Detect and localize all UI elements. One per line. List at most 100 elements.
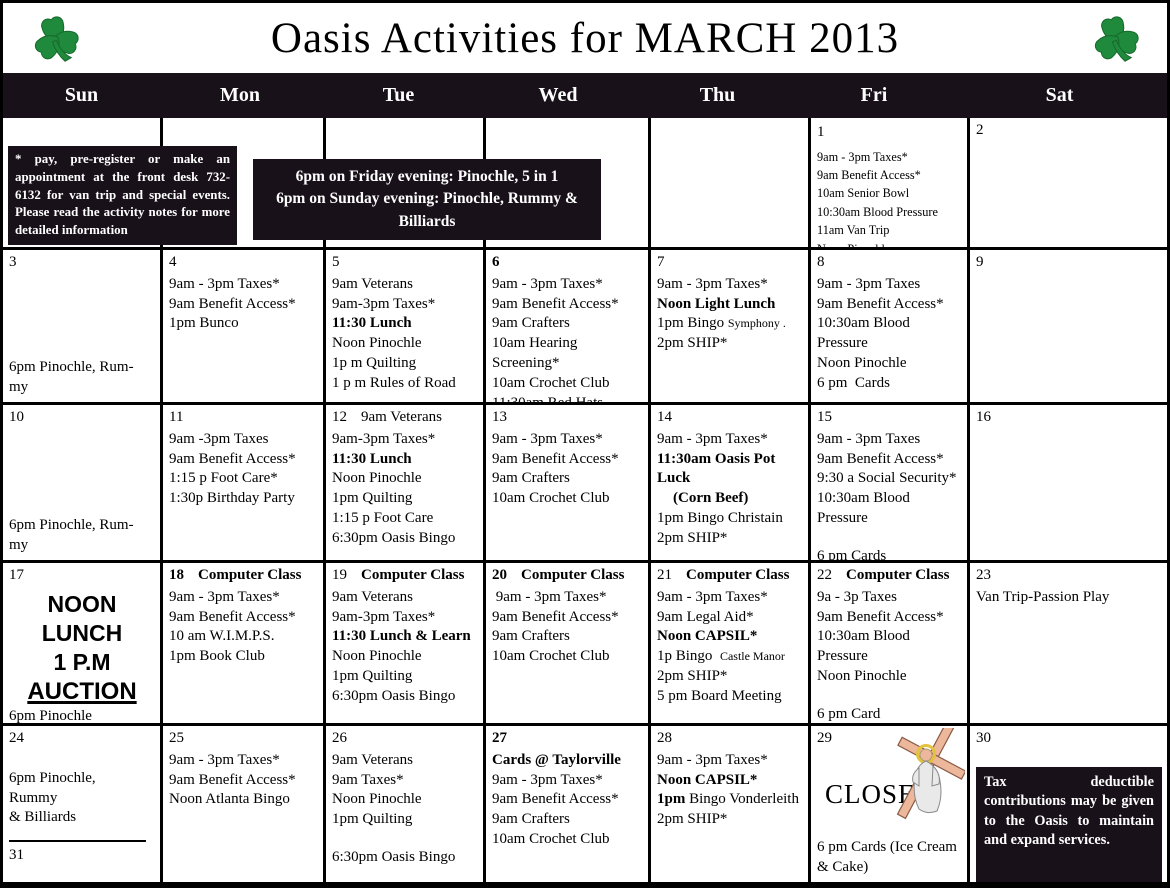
day-cell-19: 19 Computer Class 9am Veterans 9am-3pm Taxe… (326, 563, 483, 723)
weekday-thu: Thu (699, 84, 736, 106)
event: 1pm Bingo Vonderleith (657, 791, 799, 808)
date-number: 8 (817, 254, 825, 270)
date-number: 10 (9, 409, 24, 425)
date-number: 13 (492, 409, 507, 425)
jesus-carrying-cross-icon (896, 728, 965, 820)
event: 9am Benefit Access* (169, 450, 296, 467)
event: 6:30pm Oasis Bingo (332, 529, 456, 546)
day-cell-11: 11 9am -3pm Taxes 9am Benefit Access* 1:15 … (163, 405, 323, 560)
event: 2pm SHIP* (657, 529, 728, 546)
date-heading: 9am Veterans (361, 409, 442, 425)
event: 1pm Bingo Symphony . (657, 315, 786, 332)
day-cell-4: 4 9am - 3pm Taxes* 9am Benefit Access* 1pm … (163, 250, 323, 402)
event: Rummy (9, 789, 58, 806)
date-number: 23 (976, 567, 991, 583)
day-cell-18: 18 Computer Class 9am - 3pm Taxes* 9am Bene… (163, 563, 323, 723)
date-number: 21 (657, 567, 672, 583)
event: 9am Crafters (492, 811, 570, 828)
day-cell-5: 5 9am Veterans 9am-3pm Taxes* 11:30 Lunch No… (326, 250, 483, 402)
day-cell-21: 21 Computer Class 9am - 3pm Taxes* 9am Lega… (651, 563, 808, 723)
event: Noon CAPSIL* (657, 628, 758, 645)
day-cell-30: 30 Tax deductible contributions may be gi… (970, 726, 1167, 882)
day-cell-3: 3 6pm Pinochle, Rum-my (3, 250, 160, 402)
event: 9am - 3pm Taxes* (657, 275, 768, 292)
event: 6:30pm Oasis Bingo (332, 687, 456, 704)
event: 9am Benefit Access* (492, 608, 619, 625)
event: Noon Pinochle (332, 791, 422, 808)
event: 6 pm Card (817, 705, 881, 722)
noon-lunch-auction-announcement: NOON LUNCH 1 P.M AUCTION (9, 590, 155, 707)
event: 9am-3pm Taxes* (332, 430, 436, 447)
day-cell-1: 1 9am - 3pm Taxes* 9am Benefit Access* 10am… (811, 118, 967, 247)
announcement-line: NOON (47, 590, 117, 617)
day-cell-25: 25 9am - 3pm Taxes* 9am Benefit Access* Noo… (163, 726, 323, 882)
event: 1p m Quilting (332, 354, 417, 371)
day-cell-13: 13 9am - 3pm Taxes* 9am Benefit Access* 9am… (486, 405, 648, 560)
date-number: 27 (492, 730, 507, 746)
event: 1pm Book Club (169, 648, 265, 665)
event: 11:30 Lunch (332, 450, 412, 467)
date-heading: Computer Class (198, 567, 302, 583)
event: 1pm Quilting (332, 667, 413, 684)
event: 9am - 3pm Taxes (817, 430, 921, 447)
event: Noon Pinochle (332, 470, 422, 487)
event: 10am Crochet Club (492, 490, 610, 507)
date-number: 31 (9, 847, 24, 864)
event: 10:30am Blood Pressure (817, 490, 914, 526)
date-number: 18 (169, 567, 184, 583)
event: Noon Pinochle (332, 648, 422, 665)
event: 9am Benefit Access* (169, 295, 296, 312)
event: 9am Benefit Access* (817, 608, 944, 625)
event: 9am Benefit Access* (817, 450, 944, 467)
event: Noon Pinochle (332, 335, 422, 352)
date-number: 12 (332, 409, 347, 425)
date-number: 15 (817, 409, 832, 425)
event: 11:30 Lunch & Learn (332, 628, 471, 645)
weekday-mon: Mon (220, 84, 260, 106)
event: 10:30am Blood Pressure (817, 628, 914, 665)
event: 10am Crochet Club (492, 830, 610, 847)
event: 9am Benefit Access* (492, 450, 619, 467)
event: 2pm SHIP* (657, 667, 728, 684)
event: 10:30am Blood Pressure (817, 315, 914, 352)
day-cell-2: 2 (970, 118, 1167, 247)
date-number: 4 (169, 254, 177, 270)
event: 1pm Quilting (332, 811, 413, 828)
announcement-line-underlined: AUCTION (27, 677, 137, 705)
event: 6 pm Cards (817, 547, 887, 560)
date-number: 5 (332, 254, 340, 270)
event: Noon Atlanta Bingo (169, 791, 290, 808)
event: 9:30 a Social Security* (817, 470, 957, 487)
date-number: 22 (817, 567, 832, 583)
announcement-line: 1 P.M (53, 648, 111, 675)
weekday-sat: Sat (1045, 84, 1074, 106)
day-cell-17: 17 NOON LUNCH 1 P.M AUCTION 6pm Pinochle (3, 563, 160, 723)
day-cell-27: 27 Cards @ Taylorville 9am - 3pm Taxes* 9am… (486, 726, 648, 882)
date-number: 17 (9, 567, 24, 583)
event: 6 pm Cards (Ice Cream & Cake) (817, 839, 961, 876)
date-heading: Computer Class (686, 567, 790, 583)
event: 1pm Bunco (169, 315, 239, 332)
event: 1:30p Birthday Party (169, 490, 295, 507)
evening-note-line: 6pm on Friday evening: Pinochle, 5 in 1 (295, 168, 559, 185)
day-cell-10: 10 6pm Pinochle, Rum-my (3, 405, 160, 560)
event: Noon Light Lunch (657, 295, 776, 312)
day-cell-26: 26 9am Veterans 9am Taxes* Noon Pinochle 1pm… (326, 726, 483, 882)
event: 1pm Bingo Christain (657, 509, 783, 526)
event: 6pm Pinochle, (9, 769, 96, 786)
date-number: 3 (9, 254, 17, 270)
event: Noon Pinochle (817, 667, 907, 684)
event: 9am - 3pm Taxes* (657, 751, 768, 768)
day-cell-12: 12 9am Veterans 9am-3pm Taxes* 11:30 Lunch N… (326, 405, 483, 560)
date-number: 6 (492, 254, 500, 270)
weekday-wed: Wed (538, 84, 578, 106)
date-number: 14 (657, 409, 672, 425)
date-number: 30 (976, 730, 991, 746)
event: 9am - 3pm Taxes* (169, 751, 280, 768)
event: 1 p m Rules of Road (332, 374, 456, 391)
day-cell-20: 20 Computer Class 9am - 3pm Taxes* 9am Ben… (486, 563, 648, 723)
event: (Corn Beef) (673, 490, 749, 507)
event: 2pm SHIP* (657, 335, 728, 352)
event: 9am Crafters (492, 470, 570, 487)
